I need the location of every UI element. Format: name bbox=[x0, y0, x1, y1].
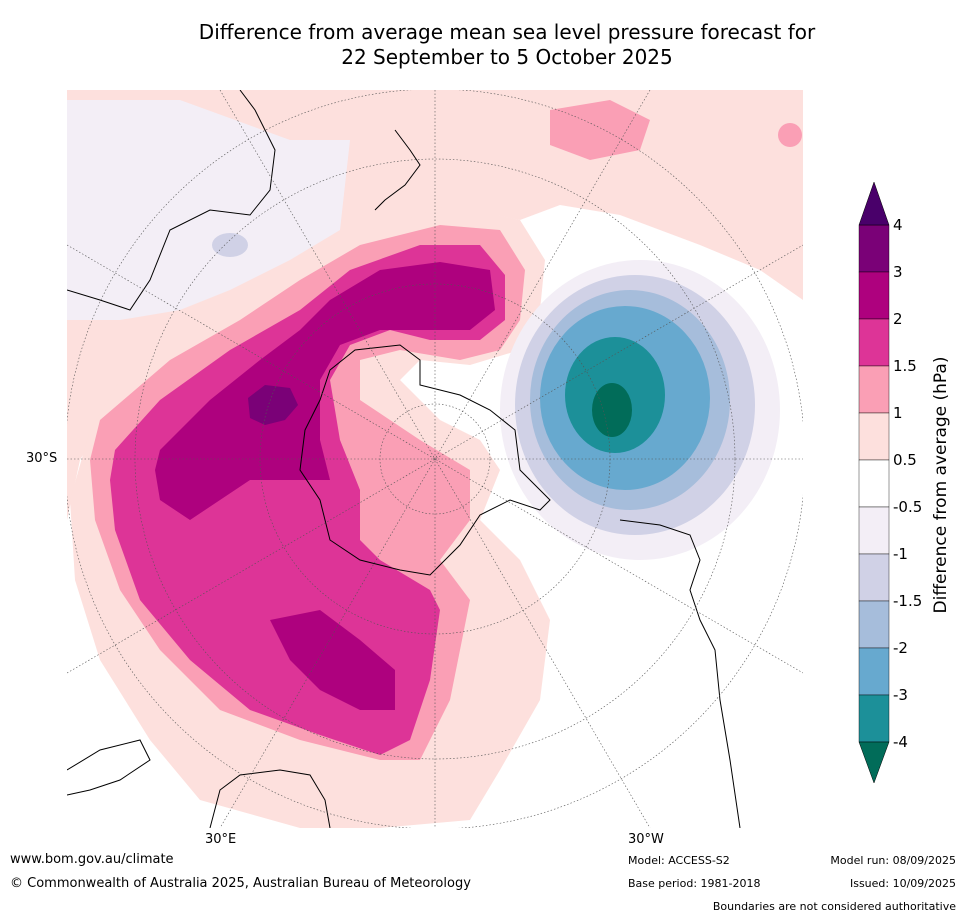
anomaly-region-3-4 bbox=[248, 385, 298, 425]
lon-label-30e: 30°E bbox=[205, 832, 237, 847]
new-zealand-outline bbox=[374, 129, 421, 211]
graticule bbox=[67, 90, 803, 828]
colorbar-tick-label: 4 bbox=[893, 216, 903, 234]
pressure-anomaly-map bbox=[67, 90, 803, 828]
footer-model: Model: ACCESS-S2 bbox=[628, 854, 730, 867]
colorbar-band bbox=[858, 459, 890, 508]
title-line-1: Difference from average mean sea level p… bbox=[198, 20, 816, 44]
australia-outline bbox=[67, 90, 276, 311]
antarctica-outline bbox=[299, 344, 551, 576]
title-line-2: 22 September to 5 October 2025 bbox=[341, 45, 673, 69]
anomaly-region-1.5-2 bbox=[110, 245, 505, 755]
colorbar-band bbox=[858, 224, 890, 273]
colorbar-tick-label: 1 bbox=[893, 404, 903, 422]
anomaly-region-minus-0.5-australia bbox=[67, 100, 350, 320]
colorbar-tick-label: -0.5 bbox=[893, 498, 923, 516]
lat-label-30s: 30°S bbox=[26, 451, 58, 466]
footer-model-run: Model run: 08/09/2025 bbox=[830, 854, 956, 867]
footer-url[interactable]: www.bom.gov.au/climate bbox=[10, 852, 174, 867]
colorbar-band bbox=[858, 553, 890, 602]
anomaly-region-1-1.5-north bbox=[550, 100, 650, 160]
colorbar-tick-label: -2 bbox=[893, 639, 908, 657]
colorbar-tick-label: 1.5 bbox=[893, 357, 917, 375]
colorbar-band bbox=[858, 694, 890, 743]
colorbar-band bbox=[858, 600, 890, 649]
colorbar-title: Difference from average (hPa) bbox=[931, 356, 951, 614]
anomaly-region-minus-4 bbox=[592, 383, 632, 437]
anomaly-region-2-3-south bbox=[270, 610, 395, 710]
footer-copyright: © Commonwealth of Australia 2025, Austra… bbox=[10, 876, 471, 891]
anomaly-region-1-1.5-east bbox=[778, 123, 802, 147]
anomaly-region-minus-1-australia bbox=[212, 233, 248, 257]
colorbar-band bbox=[858, 318, 890, 367]
colorbar-band bbox=[858, 365, 890, 414]
colorbar-extend-bottom bbox=[858, 741, 890, 784]
madagascar-outline bbox=[67, 739, 151, 796]
colorbar-tick-label: -3 bbox=[893, 686, 908, 704]
footer-disclaimer: Boundaries are not considered authoritat… bbox=[712, 900, 956, 913]
colorbar-band bbox=[858, 506, 890, 555]
colorbar-tick-label: -4 bbox=[893, 733, 908, 751]
colorbar-tick-label: 0.5 bbox=[893, 451, 917, 469]
lon-label-30w: 30°W bbox=[628, 832, 664, 847]
footer-issued: Issued: 10/09/2025 bbox=[849, 877, 956, 890]
africa-outline bbox=[209, 769, 331, 828]
colorbar-band bbox=[858, 412, 890, 461]
footer-base-period: Base period: 1981-2018 bbox=[628, 877, 761, 890]
colorbar-band bbox=[858, 271, 890, 320]
colorbar-tick-label: 2 bbox=[893, 310, 903, 328]
colorbar bbox=[858, 181, 890, 784]
map-title: Difference from average mean sea level p… bbox=[0, 20, 965, 70]
south-america-outline bbox=[619, 519, 741, 828]
colorbar-tick-label: -1 bbox=[893, 545, 908, 563]
colorbar-extend-top bbox=[858, 181, 890, 226]
colorbar-tick-label: -1.5 bbox=[893, 592, 923, 610]
anomaly-region-2-3-west bbox=[155, 262, 495, 520]
colorbar-band bbox=[858, 647, 890, 696]
colorbar-tick-label: 3 bbox=[893, 263, 903, 281]
